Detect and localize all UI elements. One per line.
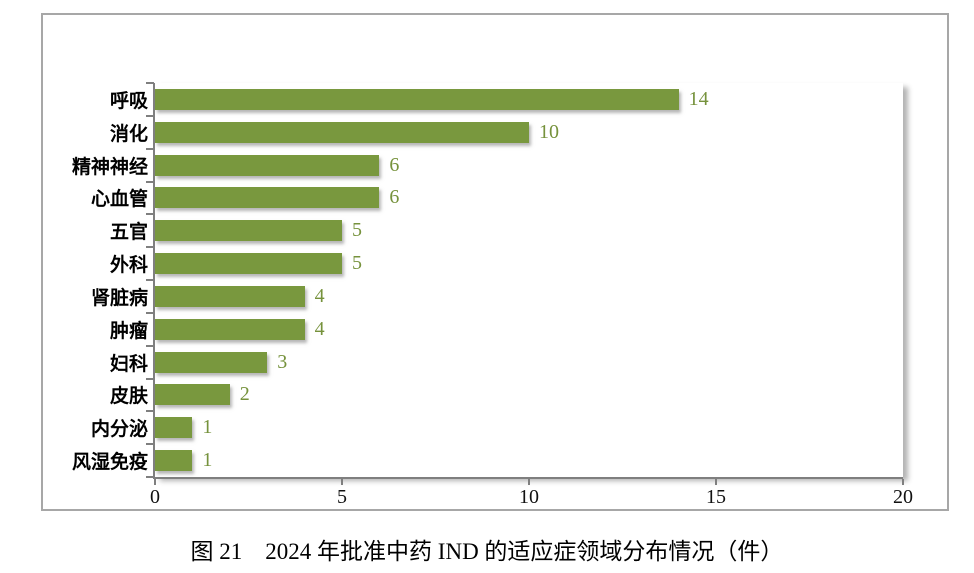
x-axis-tick — [528, 479, 530, 485]
bar-value-label: 4 — [314, 317, 325, 340]
x-axis-tick-label: 0 — [150, 486, 160, 508]
x-axis-tick — [341, 479, 343, 485]
category-label: 呼吸 — [109, 90, 148, 112]
bar — [155, 88, 679, 110]
x-axis-tick — [715, 479, 717, 485]
y-axis-tick — [146, 82, 154, 84]
figure-caption: 图 21 2024 年批准中药 IND 的适应症领域分布情况（件） — [190, 539, 784, 564]
bar-value-label: 6 — [389, 153, 400, 176]
bar — [155, 384, 230, 406]
x-axis-tick-label: 10 — [519, 486, 539, 508]
category-label: 心血管 — [90, 189, 148, 211]
category-label: 外科 — [109, 255, 148, 277]
y-axis-tick — [146, 443, 154, 446]
bar — [155, 154, 380, 176]
y-axis-tick — [146, 311, 154, 314]
y-axis-tick — [146, 213, 154, 216]
bar-value-label: 4 — [314, 284, 325, 307]
category-label: 皮肤 — [109, 386, 148, 408]
y-axis-tick — [146, 114, 154, 117]
bar — [155, 285, 305, 307]
y-axis-tick — [146, 279, 154, 281]
plot-area — [155, 83, 903, 477]
bar — [155, 220, 342, 242]
x-axis-tick-label: 20 — [893, 486, 913, 508]
y-axis-tick — [146, 410, 154, 413]
x-axis-tick — [902, 479, 904, 485]
y-axis-tick — [146, 377, 154, 380]
bar-value-label: 3 — [277, 350, 288, 373]
bar — [155, 187, 380, 209]
bar — [155, 253, 342, 275]
category-label: 肿瘤 — [109, 320, 148, 342]
category-label: 消化 — [109, 123, 148, 145]
y-axis-line — [153, 83, 155, 479]
bar-value-label: 1 — [202, 449, 213, 472]
x-axis-tick-label: 5 — [337, 486, 347, 508]
x-axis-line — [153, 477, 903, 479]
bar-value-label: 14 — [688, 87, 709, 110]
x-axis-tick — [154, 479, 156, 485]
category-label: 精神神经 — [71, 156, 148, 178]
bar-value-label: 5 — [352, 219, 362, 242]
bar — [155, 417, 193, 439]
bar — [155, 450, 193, 472]
category-label: 妇科 — [109, 353, 148, 375]
bar — [155, 351, 268, 373]
category-label: 五官 — [109, 222, 148, 244]
bar-value-label: 2 — [239, 383, 250, 406]
y-axis-tick — [146, 476, 154, 478]
bar — [155, 121, 529, 143]
bar-value-label: 10 — [539, 120, 559, 143]
bar-value-label: 6 — [389, 186, 400, 209]
bar — [155, 318, 305, 340]
y-axis-tick — [146, 147, 154, 150]
y-axis-tick — [146, 246, 154, 249]
x-axis-tick-label: 15 — [706, 486, 726, 508]
y-axis-tick — [146, 344, 154, 347]
y-axis-tick — [146, 180, 154, 183]
bar-value-label: 5 — [352, 252, 362, 275]
category-label: 风湿免疫 — [71, 452, 148, 474]
category-label: 内分泌 — [90, 419, 148, 441]
bar-value-label: 1 — [202, 416, 213, 439]
category-label: 肾脏病 — [90, 287, 148, 309]
y-axis-category-labels: 呼吸消化精神神经心血管五官外科肾脏病肿瘤妇科皮肤内分泌风湿免疫 — [38, 83, 148, 477]
